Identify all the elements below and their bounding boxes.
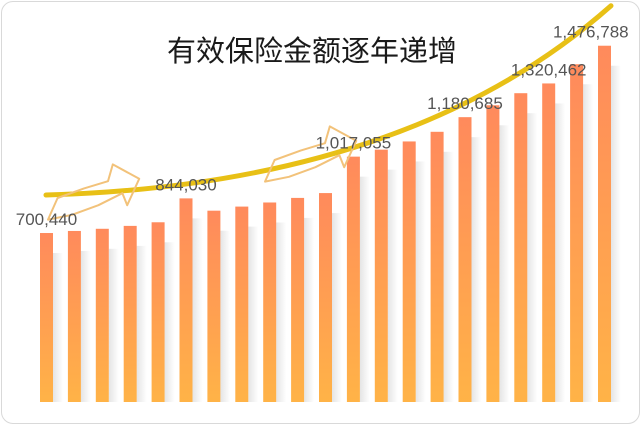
bar-shadow bbox=[304, 217, 315, 402]
bar bbox=[542, 83, 556, 403]
bar bbox=[570, 64, 584, 402]
bar-shadow bbox=[555, 103, 566, 403]
bar bbox=[319, 193, 332, 402]
bar-shadow bbox=[136, 245, 147, 402]
data-label: 1,017,055 bbox=[316, 134, 392, 153]
bar-shadow bbox=[164, 242, 175, 402]
growth-arrows bbox=[47, 125, 358, 221]
bar bbox=[67, 230, 81, 402]
bar bbox=[374, 149, 388, 402]
bar-shadow bbox=[53, 253, 63, 402]
bar bbox=[514, 93, 528, 402]
trend-curve bbox=[43, 3, 614, 198]
bar bbox=[430, 131, 444, 403]
bar-shadow bbox=[583, 84, 594, 402]
bar-shadow bbox=[108, 248, 119, 402]
bar bbox=[179, 198, 193, 402]
bar-shadow bbox=[611, 65, 621, 402]
bar bbox=[346, 156, 360, 402]
bar-shadow bbox=[332, 213, 342, 402]
bar bbox=[207, 210, 221, 402]
bars bbox=[40, 45, 611, 403]
bar-shadow bbox=[415, 161, 426, 402]
bar bbox=[95, 228, 109, 402]
bar-shadow bbox=[471, 137, 482, 403]
bar-shadow bbox=[527, 113, 538, 402]
bar-shadow bbox=[387, 169, 398, 402]
bar-shadow bbox=[499, 125, 510, 402]
bar-shadow bbox=[220, 230, 231, 402]
bar-shadow bbox=[443, 151, 454, 402]
bar-shadows bbox=[53, 65, 621, 403]
bar-shadow bbox=[276, 222, 287, 402]
growth-arrow-icon bbox=[47, 163, 141, 221]
bar-shadow bbox=[248, 226, 259, 402]
bar-shadow bbox=[359, 176, 370, 402]
data-labels: 700,440 844,030 1,017,055 1,180,685 1,320,46… bbox=[16, 23, 629, 229]
bar bbox=[151, 222, 165, 402]
data-label: 700,440 bbox=[16, 210, 77, 229]
bar bbox=[263, 202, 277, 402]
bar bbox=[598, 45, 611, 403]
data-label: 1,320,462 bbox=[511, 60, 587, 79]
bar bbox=[235, 206, 249, 402]
growth-arrow-icon bbox=[264, 125, 358, 183]
bar bbox=[40, 233, 53, 402]
data-label: 1,180,685 bbox=[427, 94, 503, 113]
bar bbox=[291, 197, 305, 402]
bar bbox=[458, 117, 472, 403]
data-label: 1,476,788 bbox=[553, 23, 629, 42]
chart-title: 有效保险金额逐年递增 bbox=[166, 34, 457, 68]
bar bbox=[402, 141, 416, 402]
data-label: 844,030 bbox=[155, 175, 216, 194]
bar bbox=[123, 225, 137, 402]
bar bbox=[486, 105, 500, 402]
bar-shadow bbox=[80, 250, 91, 402]
bar-shadow bbox=[192, 218, 203, 402]
